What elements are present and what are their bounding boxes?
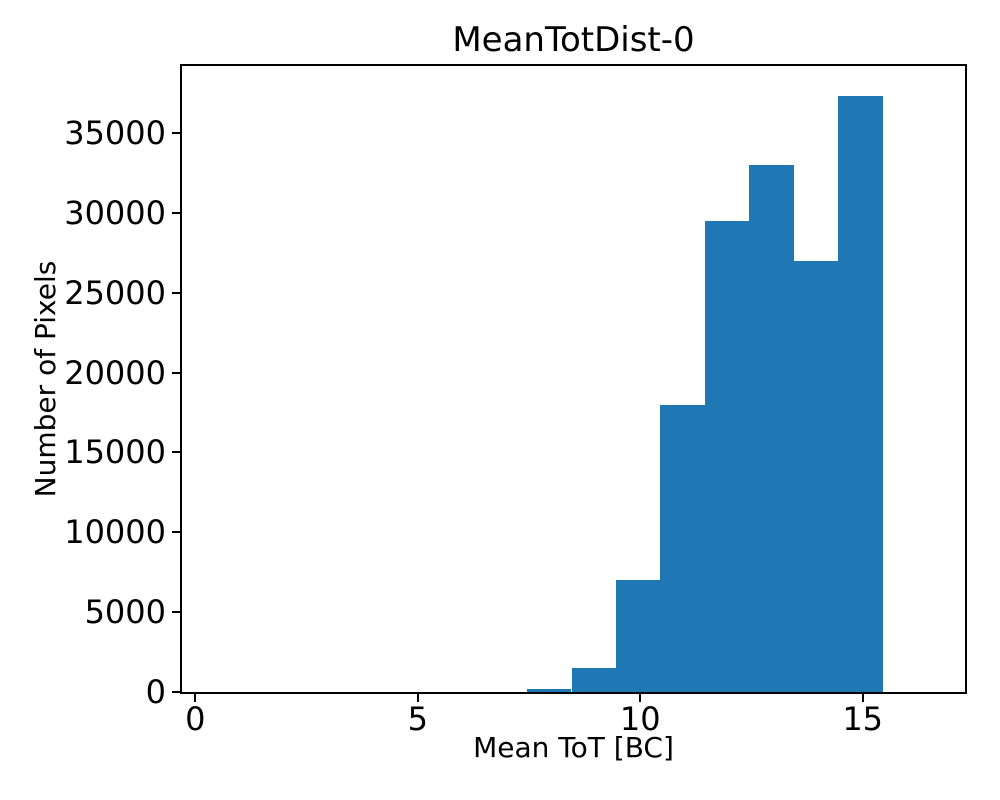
y-tick-label: 35000 xyxy=(64,114,166,153)
x-tick-mark xyxy=(639,694,642,702)
histogram-bar xyxy=(571,668,616,692)
y-tick-label: 10000 xyxy=(64,513,166,552)
y-tick-mark xyxy=(172,611,180,614)
x-tick-label: 10 xyxy=(619,700,661,738)
histogram-bar xyxy=(660,404,705,692)
histogram-bars xyxy=(182,66,965,692)
y-tick-mark xyxy=(172,291,180,294)
x-tick-label: 5 xyxy=(407,700,428,738)
y-tick-label: 30000 xyxy=(64,193,166,232)
plot-area xyxy=(180,64,967,694)
x-axis-label: Mean ToT [BC] xyxy=(473,731,674,764)
y-tick-mark xyxy=(172,451,180,454)
y-tick-mark xyxy=(172,691,180,693)
y-tick-label: 15000 xyxy=(64,433,166,472)
y-tick-mark xyxy=(172,211,180,214)
y-tick-mark xyxy=(172,132,180,135)
x-tick-mark xyxy=(194,694,197,702)
histogram-bar xyxy=(527,688,572,692)
x-tick-label: 0 xyxy=(185,700,206,738)
histogram-bar xyxy=(615,580,661,692)
x-tick-mark xyxy=(861,694,864,702)
y-tick-label: 20000 xyxy=(64,353,166,392)
histogram-bar xyxy=(749,165,794,692)
histogram-bar xyxy=(704,220,750,692)
histogram-bar xyxy=(838,96,883,692)
y-tick-label: 0 xyxy=(145,673,166,711)
x-tick-mark xyxy=(416,694,419,702)
x-tick-label: 15 xyxy=(842,700,884,738)
y-tick-label: 25000 xyxy=(64,273,166,312)
y-tick-mark xyxy=(172,371,180,374)
y-tick-mark xyxy=(172,531,180,534)
y-tick-label: 5000 xyxy=(84,593,166,632)
histogram-bar xyxy=(793,260,839,692)
chart-title: MeanTotDist-0 xyxy=(452,20,695,60)
